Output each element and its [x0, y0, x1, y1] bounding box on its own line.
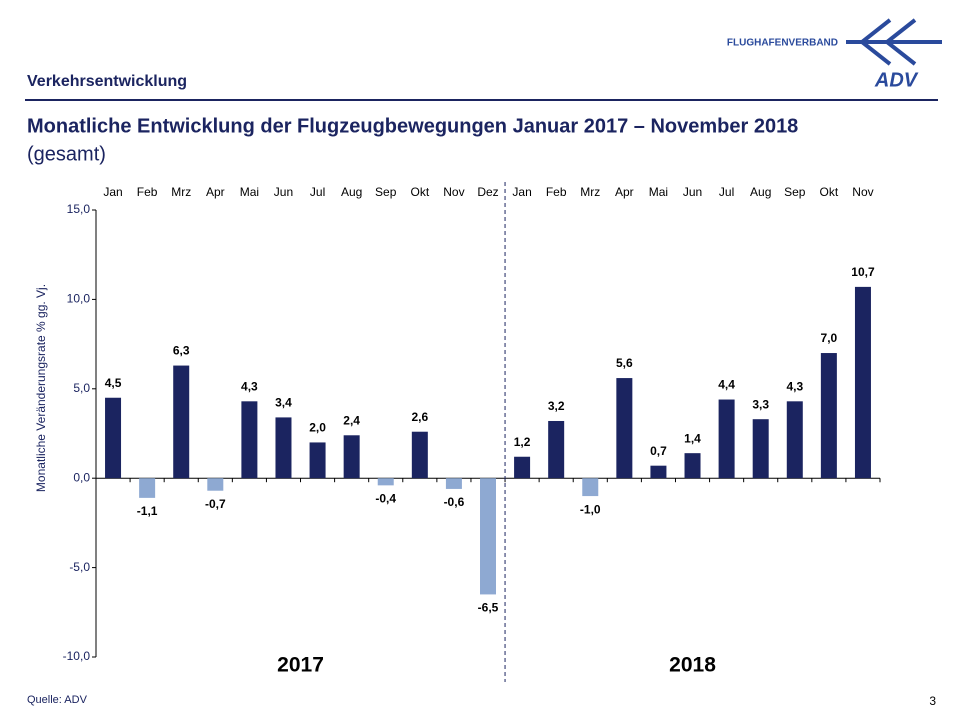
bar: [786, 401, 803, 479]
x-tick-label: Jan: [512, 185, 531, 199]
x-tick-label: Mai: [649, 185, 668, 199]
bar: [548, 420, 565, 479]
x-tick-label: Okt: [820, 185, 839, 199]
data-label: -1,0: [580, 502, 601, 516]
data-label: 3,2: [548, 399, 565, 413]
bar: [514, 456, 531, 479]
y-tick-label: -10,0: [63, 649, 91, 663]
x-tick-label: Nov: [852, 185, 873, 199]
x-tick-label: Aug: [341, 185, 362, 199]
y-tick-label: 10,0: [67, 292, 91, 306]
source: Quelle: ADV: [27, 694, 88, 706]
x-tick-label: Aug: [750, 185, 771, 199]
data-label: -6,5: [478, 601, 499, 615]
data-label: 3,3: [752, 397, 769, 411]
bar: [105, 397, 122, 479]
data-label: -0,6: [444, 495, 465, 509]
x-tick-label: Mai: [240, 185, 259, 199]
logo-mark: ADV: [874, 69, 919, 91]
bar: [582, 478, 599, 497]
x-tick-label: Okt: [410, 185, 429, 199]
page-number: 3: [929, 694, 936, 708]
bar: [752, 419, 769, 479]
x-tick-label: Nov: [443, 185, 464, 199]
bar: [616, 378, 633, 479]
x-tick-label: Jul: [310, 185, 325, 199]
data-label: 7,0: [821, 331, 838, 345]
bar: [173, 365, 190, 479]
x-tick-label: Jul: [719, 185, 734, 199]
data-label: 4,3: [786, 379, 803, 393]
y-tick-label: 0,0: [73, 470, 90, 484]
data-label: -0,4: [375, 492, 396, 506]
x-tick-label: Dez: [477, 185, 498, 199]
section-title: Verkehrsentwicklung: [27, 73, 187, 90]
bar: [411, 431, 428, 479]
data-label: 1,2: [514, 435, 531, 449]
bar: [650, 465, 667, 479]
group-label: 2017: [277, 654, 324, 677]
data-label: 4,5: [105, 376, 122, 390]
bar: [377, 478, 394, 486]
data-label: 2,4: [343, 413, 360, 427]
data-label: -0,7: [205, 497, 226, 511]
x-tick-label: Feb: [137, 185, 158, 199]
x-tick-label: Mrz: [171, 185, 191, 199]
bar: [139, 478, 156, 498]
x-tick-label: Jun: [683, 185, 702, 199]
logo-name: FLUGHAFENVERBAND: [727, 38, 838, 49]
x-tick-label: Jun: [274, 185, 293, 199]
x-tick-label: Feb: [546, 185, 567, 199]
bar: [275, 417, 292, 479]
y-axis-label: Monatliche Veränderungsrate % gg. Vj.: [34, 284, 48, 492]
data-label: 6,3: [173, 344, 190, 358]
bar: [820, 353, 837, 479]
chart-title: Monatliche Entwicklung der Flugzeugbeweg…: [27, 115, 798, 137]
bar: [480, 478, 496, 595]
bar: [241, 401, 258, 479]
group-label: 2018: [669, 654, 716, 677]
bar: [309, 442, 326, 479]
data-label: 2,6: [411, 410, 428, 424]
bar: [445, 478, 462, 489]
data-label: 5,6: [616, 356, 633, 370]
y-tick-label: 15,0: [67, 202, 91, 216]
data-label: 4,4: [718, 378, 735, 392]
x-tick-label: Mrz: [580, 185, 600, 199]
y-tick-label: -5,0: [69, 560, 90, 574]
x-tick-label: Jan: [103, 185, 122, 199]
bar: [684, 453, 701, 479]
bar: [718, 399, 735, 479]
x-tick-label: Apr: [615, 185, 634, 199]
data-label: 3,4: [275, 396, 292, 410]
data-label: 1,4: [684, 431, 701, 445]
data-label: -1,1: [137, 504, 158, 518]
bar: [343, 435, 360, 479]
x-tick-label: Sep: [375, 185, 397, 199]
x-tick-label: Sep: [784, 185, 806, 199]
data-label: 0,7: [650, 444, 667, 458]
x-tick-label: Apr: [206, 185, 225, 199]
y-tick-label: 5,0: [73, 381, 90, 395]
bar: [207, 478, 224, 491]
data-label: 2,0: [309, 421, 326, 435]
bar: [854, 286, 871, 479]
chart-subtitle: (gesamt): [27, 143, 106, 165]
data-label: 4,3: [241, 379, 258, 393]
data-label: 10,7: [851, 265, 875, 279]
logo-arrows: [846, 18, 942, 66]
